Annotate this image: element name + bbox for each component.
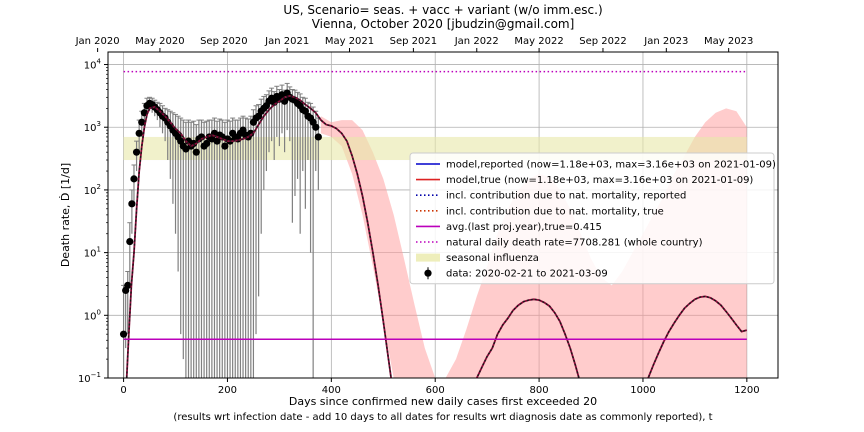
- data-point: [314, 133, 322, 141]
- chart-title-line1: US, Scenario= seas. + vacc + variant (w/…: [283, 3, 602, 17]
- y-tick-label: 100: [84, 308, 101, 322]
- y-tick-label: 102: [84, 183, 101, 197]
- x-tick-label: 200: [218, 385, 237, 396]
- data-points-layer: [119, 82, 322, 378]
- top-tick-label: Jan 2020: [75, 36, 120, 47]
- legend-label: data: 2020-02-21 to 2021-03-09: [446, 269, 608, 280]
- top-date-axis-ticks: Jan 2020 May 2020 Sep 2020 Jan 2021 May 2021…: [75, 36, 753, 52]
- legend-label: natural daily death rate=7708.281 (whole…: [446, 238, 703, 249]
- data-point: [192, 148, 200, 156]
- legend-swatch: [424, 269, 432, 277]
- y-axis-ticks: 10−1 100 101 102 103 104: [78, 58, 108, 385]
- x-tick-label: 400: [322, 385, 341, 396]
- data-point: [312, 123, 320, 131]
- top-tick-label: May 2022: [514, 36, 563, 47]
- top-tick-label: Sep 2022: [579, 36, 626, 47]
- x-tick-label: 1000: [630, 385, 655, 396]
- top-tick-label: May 2020: [135, 36, 184, 47]
- data-point: [138, 118, 146, 126]
- top-tick-label: May 2023: [704, 36, 753, 47]
- data-point: [119, 330, 128, 338]
- legend-label: seasonal influenza: [446, 253, 539, 264]
- legend-swatch: [416, 253, 440, 262]
- data-point: [132, 148, 141, 156]
- data-point: [203, 139, 211, 148]
- top-tick-label: May 2021: [325, 36, 374, 47]
- top-tick-label: Sep 2020: [200, 36, 247, 47]
- legend-label: model,true (now=1.18e+03, max=3.16e+03 o…: [446, 175, 753, 186]
- top-tick-label: Jan 2021: [264, 36, 309, 47]
- data-point: [221, 142, 229, 150]
- y-tick-label: 103: [84, 120, 101, 134]
- model-lines-layer: [123, 70, 748, 378]
- chart-title-line2: Vienna, October 2020 [jbudzin@gmail.com]: [312, 17, 575, 31]
- data-point: [124, 281, 132, 289]
- y-tick-label: 104: [84, 58, 102, 72]
- legend: model,reported (now=1.18e+03, max=3.16e+…: [409, 152, 776, 285]
- x-axis-label-line2: (results wrt infection date - add 10 day…: [173, 412, 712, 423]
- legend-label: model,reported (now=1.18e+03, max=3.16e+…: [446, 160, 776, 171]
- x-axis-ticks: 0 200 400 600 800 1000 1200: [120, 378, 760, 396]
- y-axis-label: Death rate, Ḋ [1/d]: [59, 163, 72, 267]
- top-tick-label: Jan 2022: [454, 36, 499, 47]
- legend-box: [409, 152, 775, 285]
- y-tick-label: 10−1: [78, 371, 101, 385]
- data-point: [128, 200, 136, 208]
- legend-label: incl. contribution due to nat. mortality…: [446, 206, 664, 217]
- data-point: [130, 175, 138, 183]
- x-axis-label-line1: Days since confirmed new daily cases fir…: [289, 395, 597, 408]
- data-point: [135, 129, 143, 137]
- x-tick-label: 1200: [734, 385, 759, 396]
- top-tick-label: Sep 2021: [390, 36, 437, 47]
- data-point: [213, 137, 221, 145]
- x-tick-label: 0: [120, 385, 126, 396]
- top-tick-label: Jan 2023: [643, 36, 688, 47]
- data-point: [247, 129, 255, 137]
- x-tick-label: 600: [426, 385, 445, 396]
- legend-label: incl. contribution due to nat. mortality…: [446, 191, 686, 202]
- data-point: [126, 237, 134, 246]
- model-reported-line: [125, 94, 748, 378]
- x-tick-label: 800: [530, 385, 549, 396]
- y-tick-label: 101: [84, 246, 101, 260]
- legend-label: avg.(last proj.year),true=0.415: [446, 222, 602, 233]
